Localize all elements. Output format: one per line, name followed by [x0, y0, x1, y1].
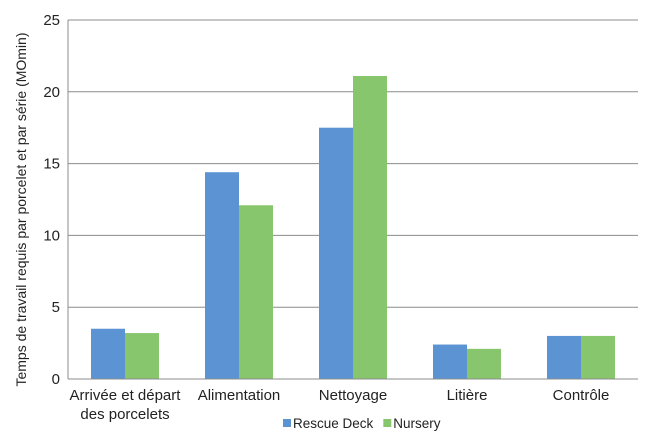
y-tick-label: 0: [52, 371, 60, 388]
bar-nursery: [239, 205, 273, 379]
x-category-label: Litière: [447, 387, 488, 404]
bar-rescue-deck: [547, 335, 581, 379]
y-axis-label: Temps de travail requis par porcelet et …: [13, 32, 29, 386]
bar-rescue-deck: [91, 328, 125, 379]
bar-rescue-deck: [205, 172, 239, 379]
bar-nursery: [353, 76, 387, 379]
x-category-label: Arrivée et départ: [70, 387, 182, 404]
x-category-label: Contrôle: [553, 387, 610, 404]
y-tick-label: 25: [43, 12, 60, 29]
bar-nursery: [467, 348, 501, 379]
x-category-label: des porcelets: [80, 406, 169, 423]
bar-nursery: [125, 333, 159, 379]
legend: Rescue Deck Nursery: [283, 416, 441, 431]
legend-label: Nursery: [393, 416, 441, 431]
legend-label: Rescue Deck: [293, 416, 374, 431]
x-category-label: Alimentation: [198, 387, 281, 404]
y-tick-label: 20: [43, 84, 60, 101]
y-tick-label: 10: [43, 227, 60, 244]
y-tick-label: 15: [43, 156, 60, 173]
bar-rescue-deck: [433, 344, 467, 379]
x-axis-categories: Arrivée et départ des porcelets Alimentati…: [70, 387, 610, 423]
y-axis-ticks: 0 5 10 15 20 25: [43, 12, 60, 388]
bar-rescue-deck: [319, 127, 353, 379]
legend-swatch: [383, 419, 392, 427]
bars: [91, 76, 615, 379]
legend-swatch: [283, 419, 291, 427]
bar-nursery: [581, 335, 615, 379]
x-category-label: Nettoyage: [319, 387, 387, 404]
y-tick-label: 5: [52, 299, 60, 316]
